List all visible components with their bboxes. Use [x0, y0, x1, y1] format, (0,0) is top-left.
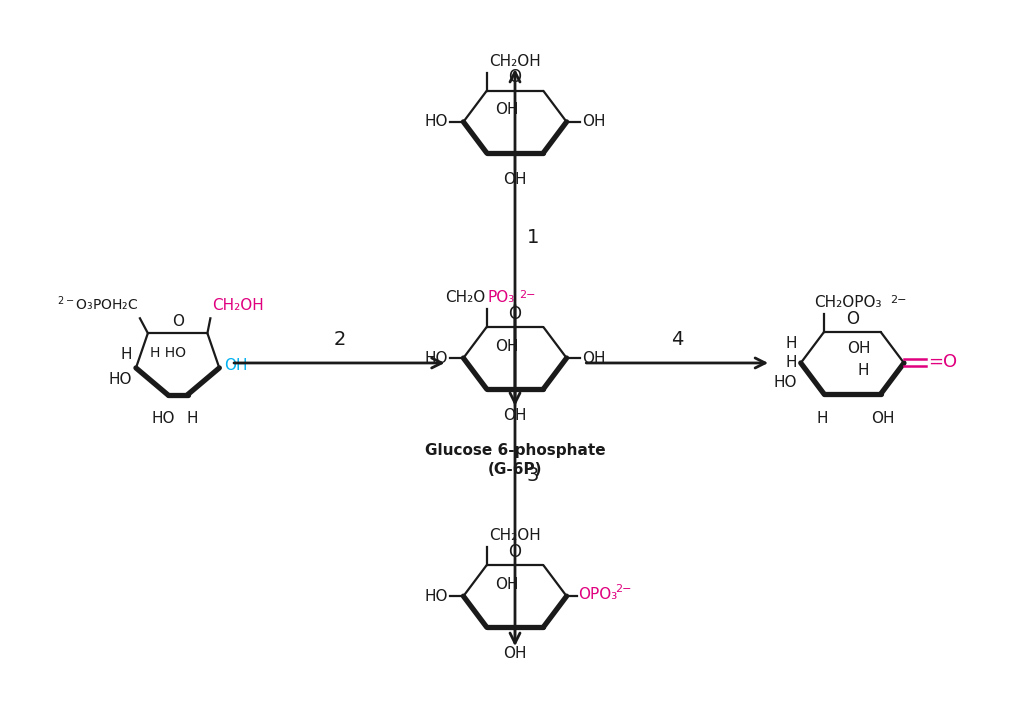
Text: CH₂OH: CH₂OH [489, 54, 541, 69]
Text: H: H [816, 411, 828, 426]
Text: OH: OH [504, 646, 526, 661]
Text: 2−: 2− [519, 290, 536, 300]
Text: HO: HO [774, 376, 797, 391]
Text: CH₂O: CH₂O [445, 290, 485, 305]
Text: 3: 3 [527, 466, 540, 485]
Text: (G-6P): (G-6P) [488, 462, 542, 477]
Text: HO: HO [424, 350, 447, 365]
Text: CH₂OH: CH₂OH [489, 528, 541, 544]
Text: H: H [186, 411, 198, 426]
Text: CH₂OH: CH₂OH [212, 299, 264, 313]
Text: OH: OH [495, 577, 519, 592]
Text: 2−: 2− [890, 295, 906, 305]
Text: CH₂OPO₃: CH₂OPO₃ [814, 295, 881, 310]
Text: OH: OH [495, 103, 519, 118]
Text: H: H [785, 355, 797, 370]
Text: OH: OH [504, 172, 526, 187]
Text: Glucose 6-phosphate: Glucose 6-phosphate [424, 443, 606, 458]
Text: 2: 2 [333, 330, 345, 349]
Text: OH: OH [871, 411, 894, 426]
Text: O: O [509, 304, 521, 322]
Text: 1: 1 [527, 228, 540, 247]
Text: $^{2-}$O₃POH₂C: $^{2-}$O₃POH₂C [57, 295, 138, 313]
Text: PO₃: PO₃ [487, 290, 515, 305]
Text: OH: OH [583, 114, 606, 129]
Text: OH: OH [583, 350, 606, 365]
Text: =O: =O [928, 353, 957, 371]
Text: OH: OH [495, 339, 519, 353]
Text: H: H [121, 347, 132, 362]
Text: O: O [846, 309, 859, 327]
Text: H: H [857, 363, 869, 378]
Text: HO: HO [108, 373, 132, 387]
Text: HO: HO [424, 589, 447, 604]
Text: O: O [509, 68, 521, 86]
Text: 2−: 2− [615, 584, 631, 595]
Text: OPO₃: OPO₃ [579, 587, 618, 602]
Text: O: O [172, 314, 183, 330]
Text: 4: 4 [672, 330, 684, 349]
Text: H HO: H HO [149, 346, 185, 360]
Text: OH: OH [504, 408, 526, 423]
Text: OH: OH [225, 358, 248, 373]
Text: OH: OH [848, 340, 871, 355]
Text: HO: HO [424, 114, 447, 129]
Text: HO: HO [152, 411, 175, 426]
Text: O: O [509, 543, 521, 561]
Text: H: H [785, 335, 797, 350]
